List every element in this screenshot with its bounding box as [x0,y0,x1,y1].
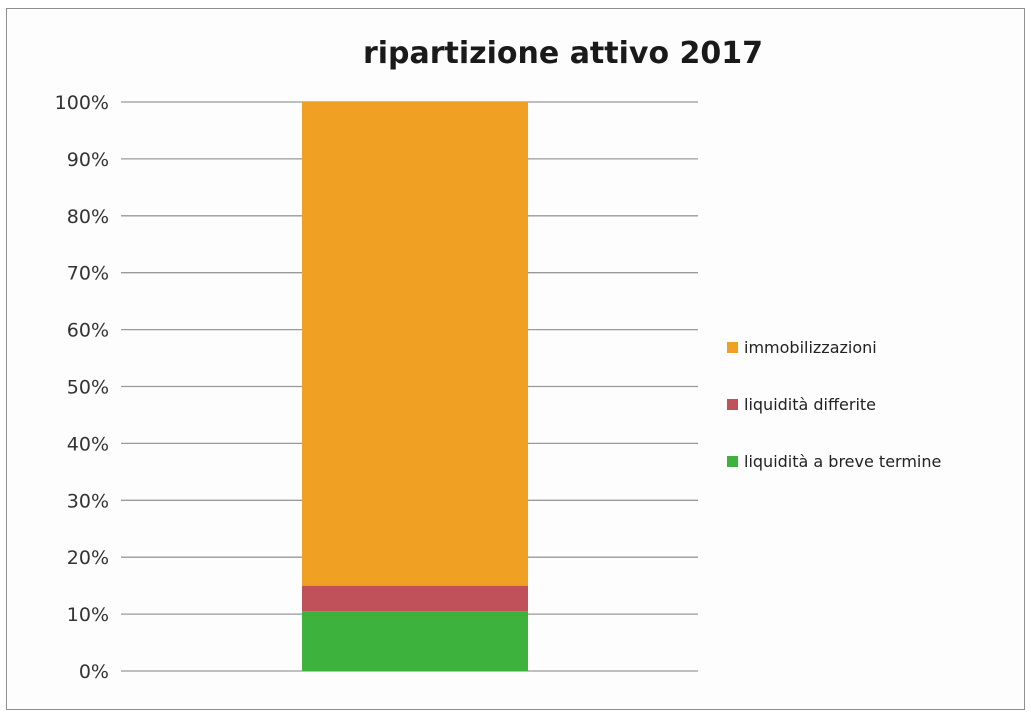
chart-plot: ripartizione attivo 2017 0% 10% 20% 30% 40% 5… [55,36,942,683]
legend-swatch [727,456,738,467]
chart-frame: ripartizione attivo 2017 0% 10% 20% 30% 40% 5… [6,8,1025,710]
bar-segment [302,585,528,612]
y-tick-labels: 0% 10% 20% 30% 40% 50% 60% 70% 80% 90% 100% [55,92,109,683]
legend-label: liquidità differite [744,395,876,414]
bar-segment [302,611,528,671]
y-tick-label: 60% [67,320,109,342]
y-tick-label: 80% [67,206,109,228]
legend-swatch [727,399,738,410]
y-tick-label: 0% [79,661,109,683]
legend-label: liquidità a breve termine [744,452,941,471]
legend-label: immobilizzazioni [744,338,877,357]
y-tick-label: 100% [55,92,109,114]
y-tick-label: 90% [67,149,109,171]
stacked-bar [302,102,528,671]
y-tick-label: 50% [67,377,109,399]
y-tick-label: 40% [67,433,109,455]
y-tick-label: 10% [67,604,109,626]
y-tick-label: 70% [67,263,109,285]
y-tick-label: 20% [67,547,109,569]
legend: immobilizzazioni liquidità differite liqui… [727,338,941,471]
y-tick-label: 30% [67,490,109,512]
bar-segment [302,102,528,586]
legend-swatch [727,342,738,353]
chart-title: ripartizione attivo 2017 [363,36,763,71]
